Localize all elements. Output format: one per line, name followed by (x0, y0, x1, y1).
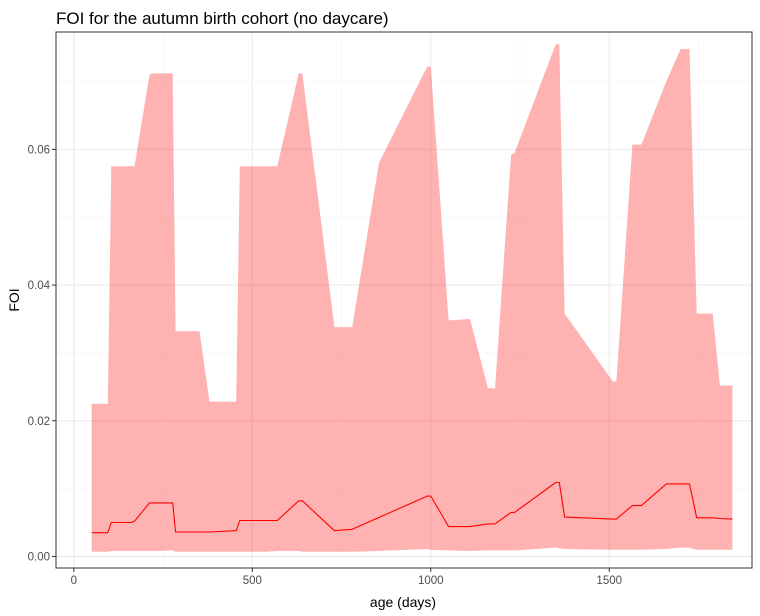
x-axis-label: age (days) (370, 594, 436, 610)
x-tick-label: 1000 (418, 575, 444, 587)
axes: 0 500 1000 1500 0.00 0.02 0.04 0.06 (28, 144, 622, 587)
confidence-ribbon-layer (91, 44, 733, 552)
x-tick-label: 0 (71, 575, 77, 587)
foi-line (91, 481, 733, 534)
x-tick-label: 500 (243, 575, 262, 587)
y-tick-label: 0.00 (28, 551, 50, 563)
x-tick-label: 1500 (596, 575, 622, 587)
foi-line-layer (91, 481, 733, 534)
y-tick-label: 0.06 (28, 144, 50, 156)
chart-title: FOI for the autumn birth cohort (no dayc… (56, 9, 389, 28)
grid (56, 32, 752, 568)
foi-ribbon (91, 44, 733, 552)
y-axis-label: FOI (6, 288, 22, 311)
y-tick-label: 0.04 (28, 280, 51, 292)
panel-border (55, 31, 753, 569)
y-tick-label: 0.02 (28, 416, 50, 428)
